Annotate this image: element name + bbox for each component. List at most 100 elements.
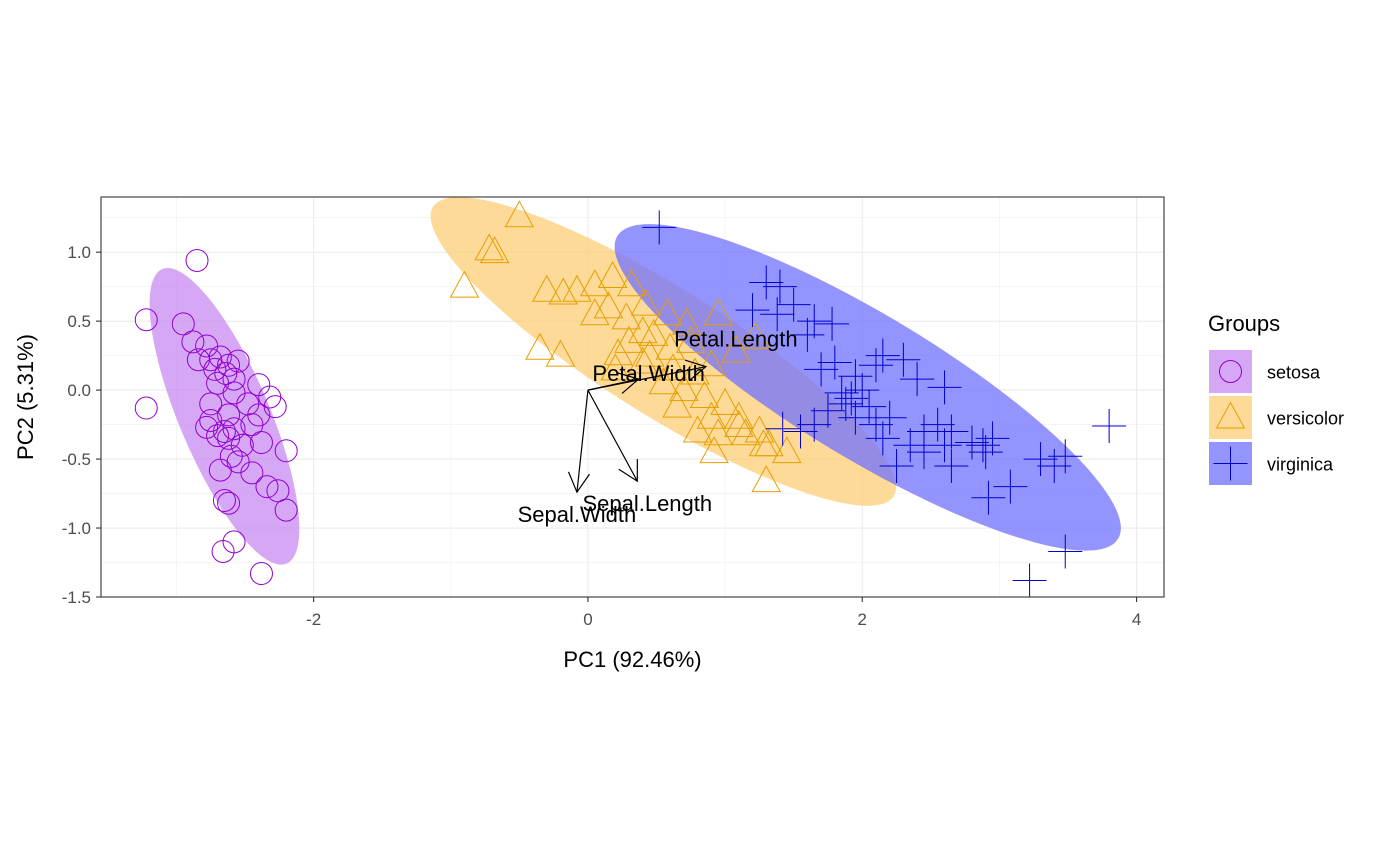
y-tick-label: -0.5 [62,450,91,469]
point-setosa [214,362,238,386]
point-versicolor [662,390,692,418]
point-virginica [975,421,1010,456]
point-setosa [208,458,232,482]
point-versicolor [597,260,628,288]
loading-arrowhead-Petal.Length [684,359,708,382]
loading-label: Sepal.Length [582,491,712,516]
point-virginica [817,345,852,380]
point-virginica [1048,439,1083,474]
loading-arrow-Sepal.Length [587,389,638,482]
point-versicolor [721,335,751,363]
loading-arrowhead-Petal.Width [617,372,640,394]
point-versicolor [479,236,510,264]
point-setosa [181,330,205,354]
point-versicolor [751,465,782,493]
point-virginica [872,400,907,435]
point-virginica [642,210,677,245]
y-tick-label: 0.0 [67,381,91,400]
legend-label-virginica: virginica [1267,455,1334,475]
point-virginica [810,393,845,428]
point-virginica [1092,408,1127,443]
point-versicolor [548,277,579,305]
point-versicolor [669,374,699,402]
data-points [134,200,1127,598]
point-setosa [247,403,271,427]
point-virginica [965,428,1000,463]
y-tick-label: -1.0 [62,519,91,538]
point-setosa [217,491,241,515]
point-virginica [865,338,900,373]
point-virginica [927,428,962,463]
point-versicolor [648,367,679,395]
x-tick-label: -2 [306,610,321,629]
loading-label: Petal.Width [592,361,705,386]
point-virginica [906,435,941,470]
legend-label-versicolor: versicolor [1267,409,1344,429]
point-virginica [858,348,893,383]
point-setosa [274,498,298,522]
point-setosa [199,348,223,372]
point-virginica [971,480,1006,515]
point-versicolor [630,288,661,316]
point-setosa [217,426,241,450]
point-virginica [927,370,962,405]
point-setosa [266,479,290,503]
point-setosa [185,248,209,272]
x-tick-label: 2 [858,610,867,629]
point-setosa [222,381,246,405]
point-versicolor [600,353,631,381]
point-versicolor [525,332,555,360]
legend-title: Groups [1208,311,1280,336]
point-virginica [934,448,969,483]
point-versicolor [603,338,633,366]
loading-arrows: Petal.Length Petal.Width Sepal.LengthSepal… [518,327,798,528]
point-virginica [968,435,1003,470]
y-tick-label: 1.0 [67,243,91,262]
point-setosa [263,395,287,419]
point-versicolor [614,325,644,353]
point-versicolor [652,298,683,326]
y-axis-title: PC2 (5.31%) [13,334,38,460]
point-virginica [893,428,928,463]
point-versicolor [724,409,754,437]
point-virginica [1023,442,1058,477]
point-versicolor [730,418,761,446]
point-versicolor [627,346,658,374]
legend: Groups setosa versicolor virginica [1208,311,1344,485]
point-virginica [760,297,795,332]
point-setosa [249,562,273,586]
point-virginica [993,469,1028,504]
point-versicolor [504,200,535,228]
point-versicolor [658,353,688,381]
point-setosa [217,403,241,427]
point-setosa [212,488,236,512]
point-virginica [749,265,784,300]
point-setosa [211,539,235,563]
point-virginica [790,317,825,352]
point-versicolor [696,401,727,429]
point-virginica [886,342,921,377]
point-setosa [134,308,158,332]
point-versicolor [638,318,669,346]
point-virginica [865,421,900,456]
point-versicolor [627,316,658,344]
point-setosa [274,439,298,463]
point-versicolor [744,415,775,443]
point-setosa [240,461,264,485]
point-versicolor [474,233,504,261]
point-versicolor [611,302,642,330]
point-versicolor [676,325,706,353]
x-tick-label: 4 [1132,610,1141,629]
point-virginica [804,352,839,387]
point-versicolor [710,387,740,415]
loading-arrowhead-Sepal.Length [618,459,638,483]
ellipse-setosa [149,267,300,565]
loading-arrow-Petal.Width [587,378,639,391]
point-versicolor [579,298,610,326]
ellipse-virginica [614,224,1121,551]
point-virginica [762,269,797,304]
point-virginica [776,287,811,322]
loading-label: Sepal.Width [518,502,637,527]
legend-symbol-setosa [1219,360,1242,383]
